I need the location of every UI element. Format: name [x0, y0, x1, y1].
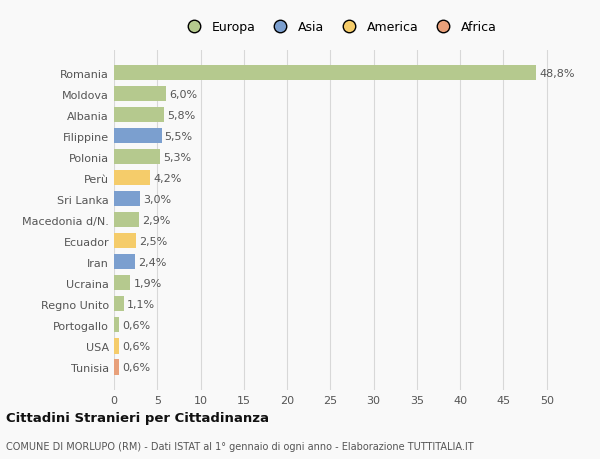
Text: 48,8%: 48,8%	[539, 68, 575, 78]
Text: 5,8%: 5,8%	[167, 111, 196, 120]
Legend: Europa, Asia, America, Africa: Europa, Asia, America, Africa	[176, 16, 502, 39]
Text: Cittadini Stranieri per Cittadinanza: Cittadini Stranieri per Cittadinanza	[6, 412, 269, 425]
Bar	[114, 255, 135, 270]
Text: 2,4%: 2,4%	[138, 257, 166, 267]
Text: 4,2%: 4,2%	[154, 174, 182, 183]
Bar	[114, 213, 139, 228]
Text: COMUNE DI MORLUPO (RM) - Dati ISTAT al 1° gennaio di ogni anno - Elaborazione TU: COMUNE DI MORLUPO (RM) - Dati ISTAT al 1…	[6, 441, 473, 451]
Bar	[114, 66, 536, 81]
Bar	[114, 339, 119, 354]
Text: 3,0%: 3,0%	[143, 194, 171, 204]
Text: 5,5%: 5,5%	[164, 131, 193, 141]
Text: 2,9%: 2,9%	[142, 215, 170, 225]
Text: 0,6%: 0,6%	[122, 362, 151, 372]
Bar	[114, 318, 119, 333]
Bar	[114, 234, 136, 249]
Bar	[114, 171, 151, 186]
Text: 2,5%: 2,5%	[139, 236, 167, 246]
Text: 1,1%: 1,1%	[127, 299, 155, 309]
Bar	[114, 129, 161, 144]
Bar	[114, 297, 124, 312]
Text: 6,0%: 6,0%	[169, 90, 197, 100]
Bar	[114, 359, 119, 375]
Bar	[114, 87, 166, 102]
Text: 1,9%: 1,9%	[133, 278, 162, 288]
Text: 0,6%: 0,6%	[122, 320, 151, 330]
Bar	[114, 108, 164, 123]
Bar	[114, 150, 160, 165]
Text: 0,6%: 0,6%	[122, 341, 151, 351]
Text: 5,3%: 5,3%	[163, 152, 191, 162]
Bar	[114, 192, 140, 207]
Bar	[114, 276, 130, 291]
